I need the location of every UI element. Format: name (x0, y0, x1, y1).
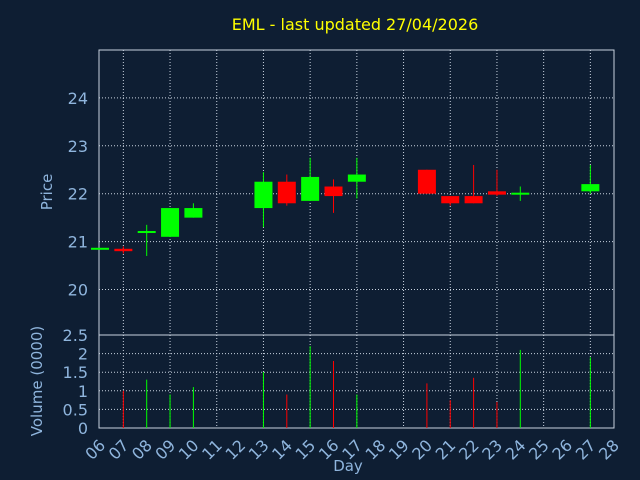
candle-body (91, 247, 109, 250)
candle-body (464, 196, 483, 204)
candle-body (441, 196, 460, 204)
candle-body (487, 191, 506, 195)
volume-tick-label: 0 (78, 419, 88, 438)
x-axis-label: Day (333, 457, 363, 475)
volume-tick-label: 0.5 (63, 400, 88, 419)
volume-panel-grid (99, 335, 614, 428)
candle-body (114, 248, 133, 252)
price-tick-label: 23 (68, 137, 88, 156)
price-tick-label: 21 (68, 233, 88, 252)
price-tick-label: 24 (68, 89, 88, 108)
candle-body (254, 181, 273, 209)
volume-tick-label: 1.5 (63, 363, 88, 382)
candle-body (347, 174, 366, 182)
volume-axis-label: Volume (0000) (28, 326, 46, 436)
candle-body (324, 186, 343, 197)
candle-body (511, 192, 530, 195)
price-axis-ticks: 20 21 22 23 24 (68, 89, 88, 300)
candles-group (91, 157, 600, 256)
price-tick-label: 20 (68, 280, 88, 299)
candle-body (137, 231, 156, 234)
volume-bars-group (122, 346, 591, 428)
price-axis-label: Price (38, 174, 56, 211)
volume-tick-label: 2 (78, 345, 88, 364)
x-tick-label: 28 (595, 436, 623, 464)
candle-body (277, 181, 296, 204)
price-tick-label: 22 (68, 185, 88, 204)
candle-body (184, 208, 203, 218)
candle-body (301, 176, 320, 201)
volume-tick-label: 1 (78, 382, 88, 401)
candle-body (417, 169, 436, 194)
volume-tick-label: 2.5 (63, 326, 88, 345)
candle-body (161, 208, 180, 237)
chart-title: EML - last updated 27/04/2026 (232, 15, 479, 34)
volume-axis-ticks: 00.511.522.5 (63, 326, 88, 438)
candle-body (581, 184, 600, 192)
